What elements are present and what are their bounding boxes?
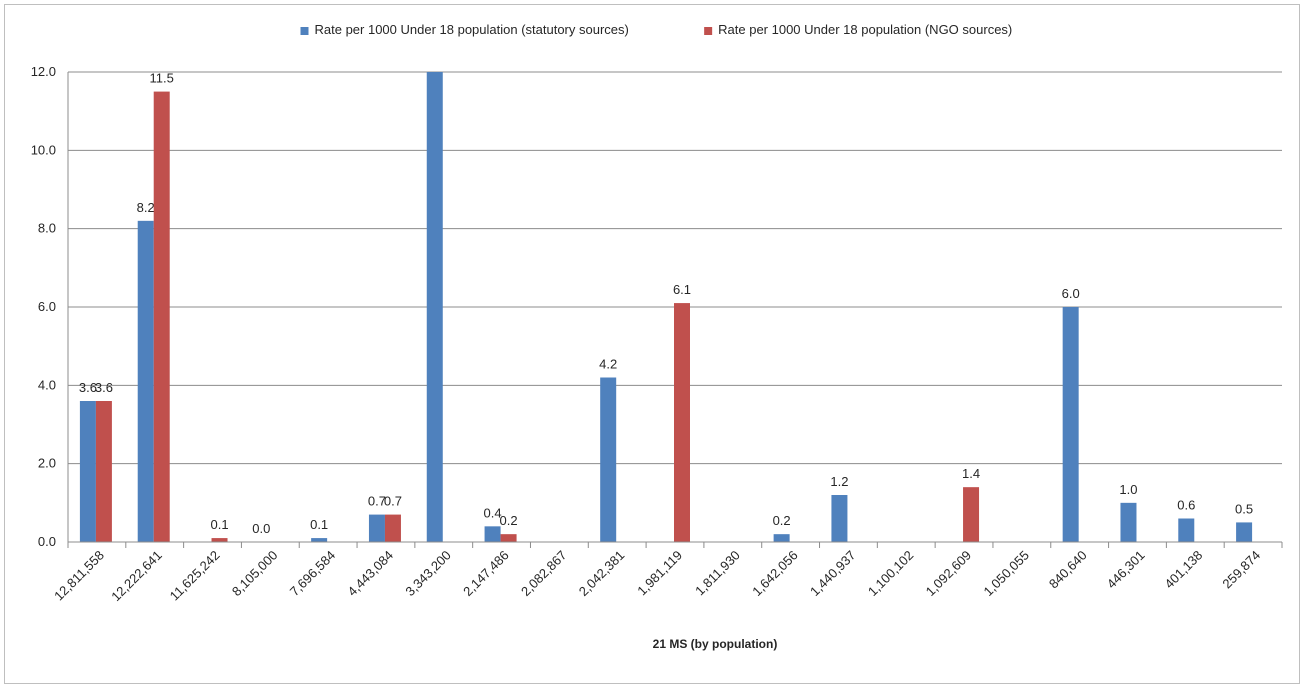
- bar: [500, 534, 517, 542]
- y-tick-label: 2.0: [38, 456, 56, 471]
- bar: [79, 401, 96, 542]
- legend-swatch: [300, 27, 309, 35]
- legend-label: Rate per 1000 Under 18 population (statu…: [315, 22, 629, 37]
- x-tick-label: 4,443,084: [345, 548, 397, 600]
- data-label: 0.0: [252, 521, 270, 536]
- data-label: 1.2: [830, 474, 848, 489]
- x-tick-label: 3,343,200: [402, 548, 454, 600]
- x-tick-label: 2,147,486: [460, 548, 512, 600]
- data-label: 6.1: [673, 282, 691, 297]
- data-label: 0.6: [1177, 498, 1195, 513]
- data-label: 0.5: [1235, 501, 1253, 516]
- bar: [963, 487, 980, 542]
- bar: [1120, 502, 1137, 542]
- data-label: 3.6: [79, 380, 97, 395]
- x-tick-label: 8,105,000: [229, 548, 281, 600]
- y-tick-label: 0.0: [38, 534, 56, 549]
- x-tick-label: 2,082,867: [518, 548, 570, 600]
- data-label: 4.2: [599, 357, 617, 372]
- x-tick-label: 401,138: [1162, 548, 1206, 592]
- bar: [426, 72, 443, 542]
- x-tick-label: 12,222,641: [108, 548, 165, 605]
- bar: [1236, 522, 1253, 542]
- data-label: 6.0: [1062, 286, 1080, 301]
- x-axis-title: 21 MS (by population): [653, 637, 778, 651]
- x-tick-label: 1,100,102: [865, 548, 917, 600]
- bar: [1178, 518, 1195, 542]
- y-tick-label: 4.0: [38, 377, 56, 392]
- x-tick-label: 446,301: [1104, 548, 1148, 592]
- data-label: 0.2: [773, 513, 791, 528]
- x-tick-label: 1,050,055: [980, 548, 1032, 600]
- bar: [773, 534, 790, 542]
- data-label: 0.1: [210, 517, 228, 532]
- bar: [831, 495, 848, 542]
- x-tick-label: 7,696,584: [287, 548, 339, 600]
- x-tick-label: 2,042,381: [576, 548, 628, 600]
- x-tick-label: 1,981,119: [634, 548, 685, 599]
- x-tick-label: 1,642,056: [749, 548, 801, 600]
- bar: [153, 91, 170, 542]
- bar: [600, 377, 617, 542]
- data-label: 1.4: [962, 466, 980, 481]
- y-tick-label: 12.0: [31, 64, 56, 79]
- bar: [674, 303, 690, 542]
- data-label: 8.2: [137, 200, 155, 215]
- bar: [211, 538, 228, 542]
- x-tick-label: 840,640: [1046, 548, 1090, 592]
- x-tick-label: 11,625,242: [167, 548, 223, 604]
- bar: [384, 514, 401, 542]
- chart-frame: [4, 4, 1300, 684]
- x-tick-label: 259,874: [1219, 548, 1263, 592]
- data-label: 1.0: [1119, 482, 1137, 497]
- data-label: 0.4: [484, 505, 502, 520]
- bar: [95, 401, 112, 542]
- legend-label: Rate per 1000 Under 18 population (NGO s…: [718, 22, 1012, 37]
- bar: [368, 514, 385, 542]
- bar: [137, 220, 154, 543]
- y-tick-label: 6.0: [38, 299, 56, 314]
- data-label: 0.7: [368, 494, 386, 509]
- x-tick-label: 1,811,930: [692, 548, 743, 599]
- bar: [1062, 307, 1079, 542]
- data-label: 0.7: [384, 494, 402, 509]
- x-tick-label: 12,811,558: [51, 548, 107, 604]
- data-label: 11.5: [150, 71, 174, 86]
- data-label: 3.6: [95, 380, 113, 395]
- y-tick-label: 10.0: [31, 142, 56, 157]
- x-tick-label: 1,092,609: [923, 548, 975, 600]
- y-tick-label: 8.0: [38, 221, 56, 236]
- bar: [484, 526, 501, 542]
- data-label: 0.1: [310, 517, 328, 532]
- x-tick-label: 1,440,937: [807, 548, 859, 600]
- data-label: 0.2: [500, 513, 518, 528]
- legend-swatch: [704, 27, 713, 35]
- bar: [311, 538, 328, 542]
